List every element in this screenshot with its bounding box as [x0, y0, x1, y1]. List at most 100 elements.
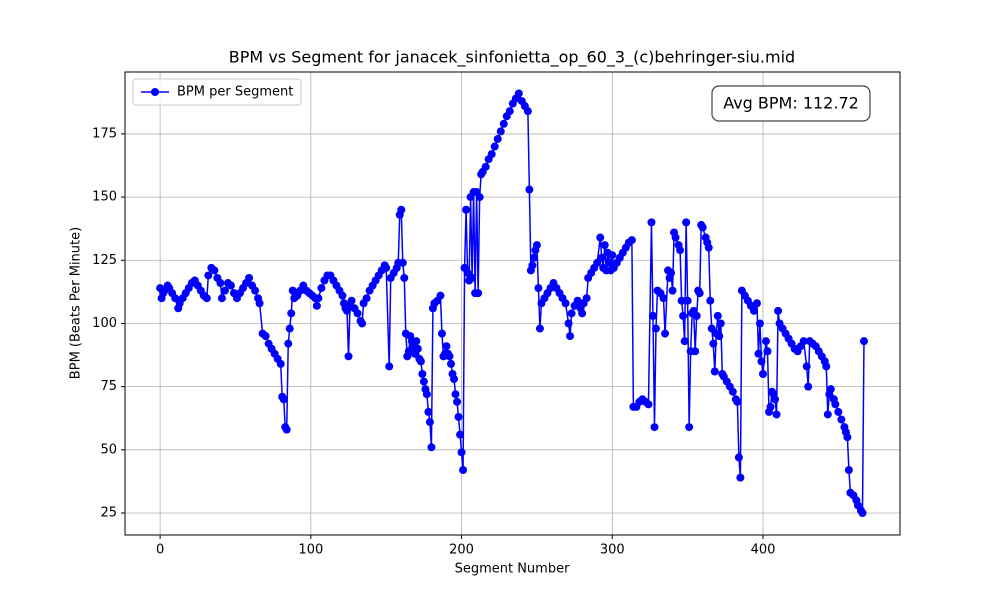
legend-label: BPM per Segment: [177, 85, 293, 100]
annotation-box: [711, 85, 871, 122]
data-point: [528, 261, 537, 270]
data-point: [582, 294, 591, 303]
data-point: [532, 241, 541, 250]
data-point: [647, 218, 656, 227]
data-point: [826, 385, 835, 394]
data-point: [567, 309, 576, 318]
x-tick-label: 0: [156, 543, 164, 558]
data-point: [834, 407, 843, 416]
data-point: [682, 218, 691, 227]
data-point: [338, 291, 347, 300]
data-point: [314, 294, 323, 303]
data-point: [844, 466, 853, 475]
data-point: [822, 362, 831, 371]
data-point: [499, 119, 508, 128]
y-tick-label: 150: [92, 190, 117, 205]
data-point: [436, 291, 445, 300]
data-point: [566, 332, 575, 341]
annotation: Avg BPM: 112.72: [723, 94, 859, 113]
data-point: [317, 284, 326, 293]
data-point: [716, 319, 725, 328]
data-point: [456, 430, 465, 439]
data-point: [534, 284, 543, 293]
data-point: [362, 294, 371, 303]
y-tick-label: 50: [100, 442, 117, 457]
data-point: [353, 309, 362, 318]
data-point: [627, 236, 636, 245]
data-point: [204, 271, 213, 280]
legend-marker: [151, 88, 159, 96]
x-axis-label: Segment Number: [455, 562, 571, 577]
data-point: [382, 263, 391, 272]
data-point: [220, 286, 229, 295]
data-point: [261, 332, 270, 341]
data-point: [763, 347, 772, 356]
data-point: [757, 357, 766, 366]
data-point: [437, 329, 446, 338]
data-point: [698, 223, 707, 232]
data-point: [758, 370, 767, 379]
data-point: [762, 337, 771, 346]
data-point: [823, 410, 832, 419]
data-point: [650, 423, 659, 432]
data-point: [450, 375, 459, 384]
data-point: [358, 319, 367, 328]
data-point: [578, 309, 587, 318]
y-tick-label: 125: [92, 253, 117, 268]
y-tick-label: 175: [92, 126, 117, 141]
data-point: [573, 296, 582, 305]
data-point: [831, 400, 840, 409]
data-point: [453, 397, 462, 406]
data-point: [799, 337, 808, 346]
data-point: [529, 253, 538, 262]
data-point: [442, 342, 451, 351]
x-tick-label: 100: [298, 543, 323, 558]
data-point: [424, 407, 433, 416]
data-point: [715, 332, 724, 341]
data-point: [679, 311, 688, 320]
data-point: [462, 205, 471, 214]
data-point: [514, 89, 523, 98]
data-point: [706, 296, 715, 305]
data-point: [755, 319, 764, 328]
data-point: [251, 286, 260, 295]
data-point: [709, 339, 718, 348]
data-point: [691, 347, 700, 356]
data-point: [525, 185, 534, 194]
legend-box: [132, 78, 302, 106]
data-point: [837, 415, 846, 424]
data-point: [418, 370, 427, 379]
data-point: [804, 382, 813, 391]
data-point: [347, 296, 356, 305]
data-point: [676, 246, 685, 255]
data-point: [644, 400, 653, 409]
data-point: [255, 299, 264, 308]
x-tick-label: 200: [449, 543, 474, 558]
data-point: [754, 349, 763, 358]
y-tick-label: 75: [100, 379, 117, 394]
data-point: [600, 241, 609, 250]
data-point: [713, 311, 722, 320]
data-point: [668, 286, 677, 295]
data-point: [648, 311, 657, 320]
data-point: [859, 337, 868, 346]
data-point: [285, 324, 294, 333]
data-point: [774, 306, 783, 315]
y-axis-label: BPM (Beats Per Minute): [69, 227, 84, 379]
x-tick-label: 300: [600, 543, 625, 558]
data-point: [683, 296, 692, 305]
y-tick-label: 25: [100, 506, 117, 521]
y-tick-label: 100: [92, 316, 117, 331]
data-point: [397, 205, 406, 214]
data-point: [400, 273, 409, 282]
data-point: [843, 433, 852, 442]
data-point: [312, 301, 321, 310]
data-point: [422, 390, 431, 399]
data-point: [667, 268, 676, 277]
data-point: [216, 279, 225, 288]
data-point: [474, 289, 483, 298]
data-point: [771, 395, 780, 404]
data-point: [413, 344, 422, 353]
data-point: [202, 294, 211, 303]
